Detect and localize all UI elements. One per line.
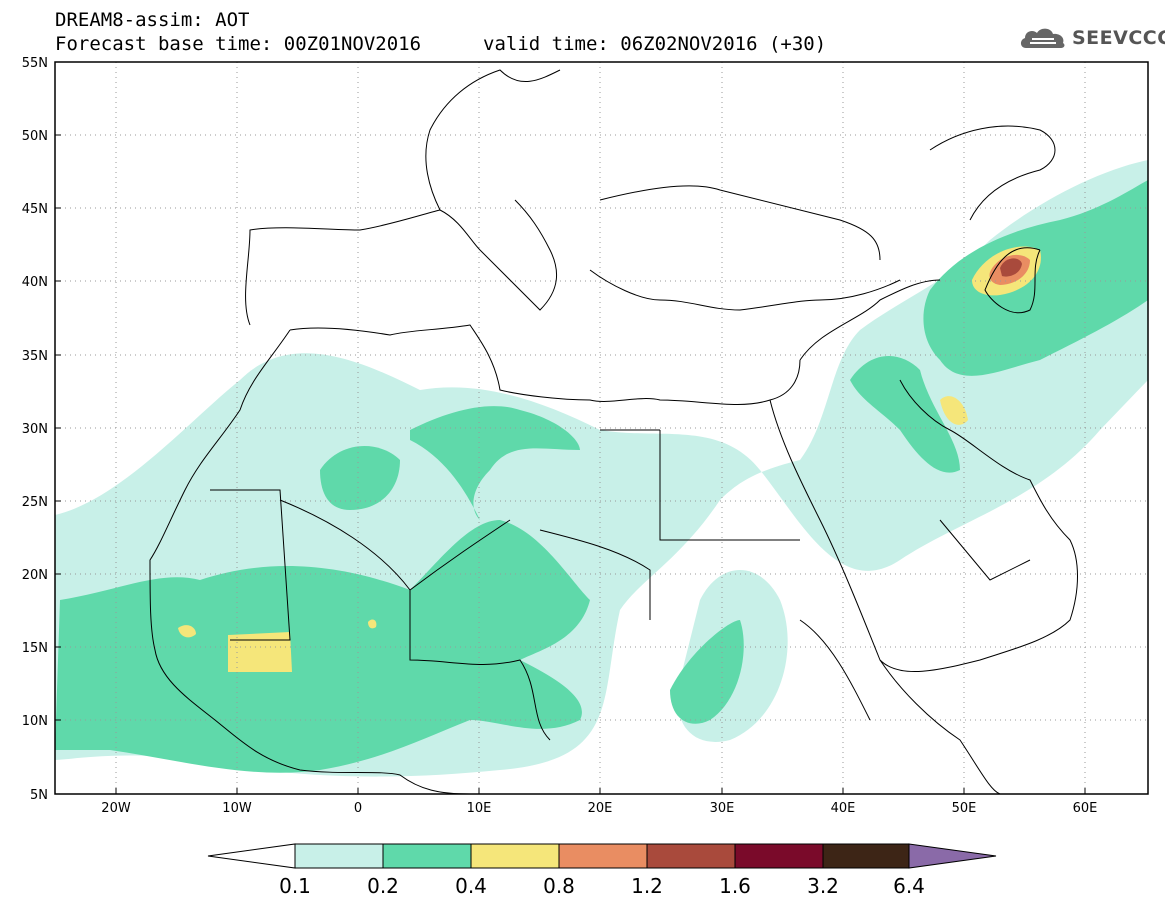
lon-labels: 20W 10W 0 10E 20E 30E 40E 50E 60E (101, 801, 1097, 816)
logo-text: SEEVCCC (1072, 27, 1165, 49)
colorbar-label: 0.2 (367, 874, 399, 898)
aot-field-0.2-libya (410, 406, 580, 520)
colorbar-label: 6.4 (893, 874, 925, 898)
lon-tick-label: 20E (588, 801, 613, 816)
lat-tick-label: 50N (22, 129, 48, 144)
aot-field-1.2 (1000, 258, 1022, 277)
colorbar-segment (646, 843, 736, 869)
tick-marks (55, 134, 1086, 794)
valid-time: valid time: 06Z02NOV2016 (+30) (483, 33, 827, 55)
aot-fields (55, 160, 1148, 777)
colorbar-arrow-low (207, 843, 296, 869)
lon-tick-label: 50E (952, 801, 977, 816)
map-title: DREAM8-assim: AOT (55, 9, 250, 31)
lon-tick-label: 40E (831, 801, 856, 816)
aot-field-0.4-niger (368, 619, 377, 629)
lat-tick-label: 40N (22, 275, 48, 290)
seevccc-logo: SEEVCCC (1018, 24, 1165, 52)
colorbar-segment (382, 843, 472, 869)
colorbar-label: 1.6 (719, 874, 751, 898)
aot-field-0.4-mali (228, 632, 292, 672)
colorbar-label: 0.8 (543, 874, 575, 898)
colorbar-arrow-high (908, 843, 997, 869)
lat-tick-label: 5N (30, 788, 48, 803)
colorbar (207, 843, 997, 869)
coastlines (149, 69, 1078, 794)
lon-tick-label: 0 (354, 801, 362, 816)
lon-tick-label: 10E (467, 801, 492, 816)
aot-field-0.4-iraq (940, 396, 968, 425)
lat-tick-label: 20N (22, 568, 48, 583)
lon-tick-label: 10W (222, 801, 252, 816)
lon-tick-label: 60E (1073, 801, 1098, 816)
lat-tick-label: 30N (22, 422, 48, 437)
aot-field-0.2-west (55, 520, 590, 773)
colorbar-label: 1.2 (631, 874, 663, 898)
aot-field-0.2-caspian (923, 180, 1148, 376)
lon-tick-label: 30E (710, 801, 735, 816)
colorbar-label: 0.1 (279, 874, 311, 898)
colorbar-segment (822, 843, 910, 869)
colorbar-segment (558, 843, 648, 869)
aot-field-0.2-sudan (670, 620, 744, 724)
colorbar-segment (734, 843, 824, 869)
colorbar-labels: 0.1 0.2 0.4 0.8 1.2 1.6 3.2 6.4 (279, 874, 925, 898)
aot-field-0.2-sahara (320, 446, 400, 510)
lat-tick-label: 35N (22, 349, 48, 364)
aot-field-0.2-gulf (850, 356, 960, 473)
forecast-base-time: Forecast base time: 00Z01NOV2016 (55, 33, 422, 55)
lat-tick-label: 15N (22, 641, 48, 656)
lat-tick-label: 25N (22, 495, 48, 510)
graticule (55, 62, 1148, 794)
lat-tick-label: 10N (22, 714, 48, 729)
lat-tick-label: 55N (22, 56, 48, 71)
colorbar-label: 3.2 (807, 874, 839, 898)
colorbar-label: 0.4 (455, 874, 487, 898)
colorbar-segment (294, 843, 384, 869)
lat-tick-label: 45N (22, 202, 48, 217)
colorbar-segment (470, 843, 560, 869)
lat-labels: 55N 50N 45N 40N 35N 30N 25N 20N 15N 10N … (22, 56, 48, 803)
aot-field-0.4-senegal (178, 625, 196, 638)
cloud-icon (1020, 28, 1065, 48)
lon-tick-label: 20W (101, 801, 131, 816)
